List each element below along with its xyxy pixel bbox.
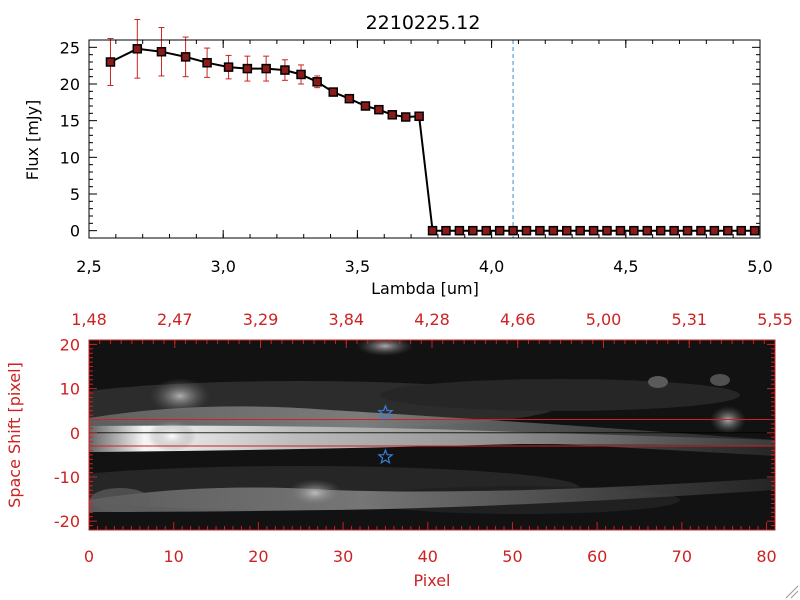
flux-series <box>105 18 760 236</box>
y-tick-label: 0 <box>70 424 80 443</box>
data-point <box>105 57 116 67</box>
resize-grip-icon[interactable] <box>785 585 799 599</box>
top-tick-label: 1,48 <box>71 310 107 329</box>
data-point <box>427 225 438 236</box>
top-tick-label: 5,00 <box>586 310 622 329</box>
data-point <box>223 62 234 72</box>
top-tick-label: 2,47 <box>157 310 193 329</box>
x-axis-label: Pixel <box>413 571 450 590</box>
x-tick-label: 50 <box>502 547 522 566</box>
y-tick-label: 0 <box>70 222 80 241</box>
data-point <box>669 225 679 236</box>
data-point <box>588 225 599 236</box>
top-tick-label: 3,29 <box>243 310 279 329</box>
data-point <box>387 110 398 120</box>
top-tick-label: 4,28 <box>414 310 450 329</box>
top-tick-label: 5,55 <box>757 310 793 329</box>
shift-axis-ticks: 20 10 0 -10 -20 <box>54 335 775 531</box>
data-point <box>494 225 505 236</box>
y-tick-label: 25 <box>60 38 80 57</box>
data-point <box>535 225 545 236</box>
data-point <box>723 225 733 236</box>
data-point <box>481 225 491 236</box>
x-tick-label: 3,0 <box>210 257 235 276</box>
data-point <box>242 63 253 74</box>
y-axis-label: Flux [mJy] <box>23 100 42 181</box>
top-tick-label: 3,84 <box>328 310 364 329</box>
data-point <box>414 111 424 122</box>
data-point <box>374 104 384 115</box>
aperture-lines <box>89 419 775 447</box>
plot-frame <box>88 39 761 239</box>
x-tick-label: 4,5 <box>613 257 638 276</box>
data-point <box>508 225 518 236</box>
x-tick-label: 40 <box>418 547 438 566</box>
chart-title: 2210225.12 <box>366 12 481 34</box>
x-tick-label: 2,5 <box>76 257 101 276</box>
x-tick-label: 60 <box>587 547 607 566</box>
data-point <box>441 225 451 236</box>
data-point <box>360 101 371 111</box>
image-area <box>89 340 775 530</box>
y-tick-label: 20 <box>60 335 80 354</box>
data-point <box>736 225 746 236</box>
data-point <box>709 225 720 236</box>
spectrum-image-plot: 0 10 20 30 40 50 60 70 80 1,48 2,47 3,29 3,84 4,28 4,… <box>5 310 793 590</box>
x-tick-label: 80 <box>756 547 776 566</box>
data-point <box>454 225 465 236</box>
pixel-axis-ticks: 0 10 20 30 40 50 60 70 80 <box>84 522 777 566</box>
data-point <box>400 112 411 122</box>
data-point <box>296 69 306 80</box>
data-point <box>344 93 355 104</box>
data-point <box>132 44 143 54</box>
data-point <box>180 52 191 62</box>
data-point <box>575 225 585 236</box>
data-point <box>312 77 322 87</box>
y-tick-label: -20 <box>54 512 80 531</box>
top-tick-label: 4,66 <box>500 310 536 329</box>
source-markers <box>377 404 394 465</box>
data-point <box>696 225 706 236</box>
data-point <box>749 225 760 236</box>
x-tick-label: 20 <box>248 547 268 566</box>
x-axis-label: Lambda [um] <box>371 279 479 298</box>
y-tick-label: 20 <box>60 75 80 94</box>
data-point <box>602 225 612 236</box>
data-point <box>156 46 167 57</box>
y-axis-label: Space Shift [pixel] <box>5 362 24 508</box>
data-point <box>682 225 693 236</box>
data-point <box>629 225 639 236</box>
data-point <box>615 225 626 236</box>
data-point <box>642 225 653 236</box>
y-tick-label: 10 <box>60 148 80 167</box>
x-tick-label: 30 <box>333 547 353 566</box>
spectrum-plot: 2210225.12 2,5 3,0 3,5 4,0 4,5 5,0 0 5 10 15 20 25… <box>23 12 773 298</box>
data-point <box>562 225 572 236</box>
x-tick-label: 4,0 <box>479 257 504 276</box>
x-tick-label: 10 <box>164 547 184 566</box>
data-point <box>548 225 559 236</box>
x-tick-label: 3,5 <box>345 257 370 276</box>
y-tick-label: 10 <box>60 380 80 399</box>
data-point <box>655 225 666 236</box>
x-tick-label: 70 <box>672 547 692 566</box>
y-tick-label: 15 <box>60 112 80 131</box>
star-icon <box>377 404 394 420</box>
wavelength-axis-ticks: 1,48 2,47 3,29 3,84 4,28 4,66 5,00 5,31 5,55 <box>71 310 793 348</box>
data-point <box>521 225 532 236</box>
data-point <box>328 87 338 97</box>
x-tick-label: 5,0 <box>747 257 772 276</box>
data-point <box>468 225 478 236</box>
y-axis-ticks: 0 5 10 15 20 25 <box>60 38 760 241</box>
data-point <box>280 65 290 75</box>
data-point <box>261 63 271 74</box>
data-point <box>202 57 212 68</box>
star-icon <box>377 448 394 465</box>
y-tick-label: -10 <box>54 468 80 487</box>
y-tick-label: 5 <box>70 185 80 204</box>
x-tick-label: 0 <box>84 547 94 566</box>
top-tick-label: 5,31 <box>671 310 707 329</box>
